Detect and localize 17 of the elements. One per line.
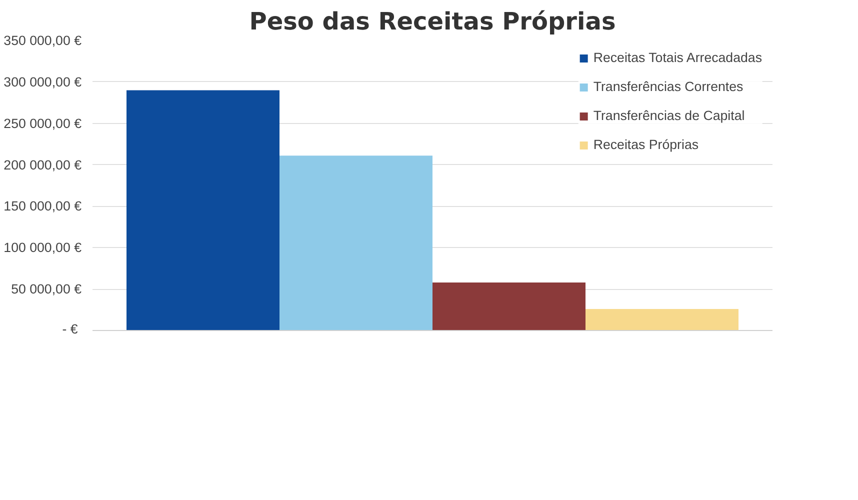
legend-label: Transferências de Capital [593,108,745,123]
bar [280,156,432,330]
legend-label: Receitas Totais Arrecadadas [593,50,762,65]
y-tick-label: 100 000,00 € [4,240,82,256]
bar [126,90,280,330]
y-tick-label: 200 000,00 € [4,157,82,172]
legend-label: Transferências Correntes [593,79,744,94]
bar [586,308,738,330]
y-tick-label: 150 000,00 € [4,198,82,214]
y-tick-label: 300 000,00 € [4,74,82,90]
chart-title: Peso das Receitas Próprias [249,8,616,36]
y-tick-label: - € [62,322,78,336]
y-tick-label: 250 000,00 € [4,116,82,131]
y-tick-label: 50 000,00 € [11,282,82,297]
y-tick-label: 350 000,00 € [4,33,82,48]
legend-label: Receitas Próprias [593,137,699,152]
bar [432,282,586,330]
